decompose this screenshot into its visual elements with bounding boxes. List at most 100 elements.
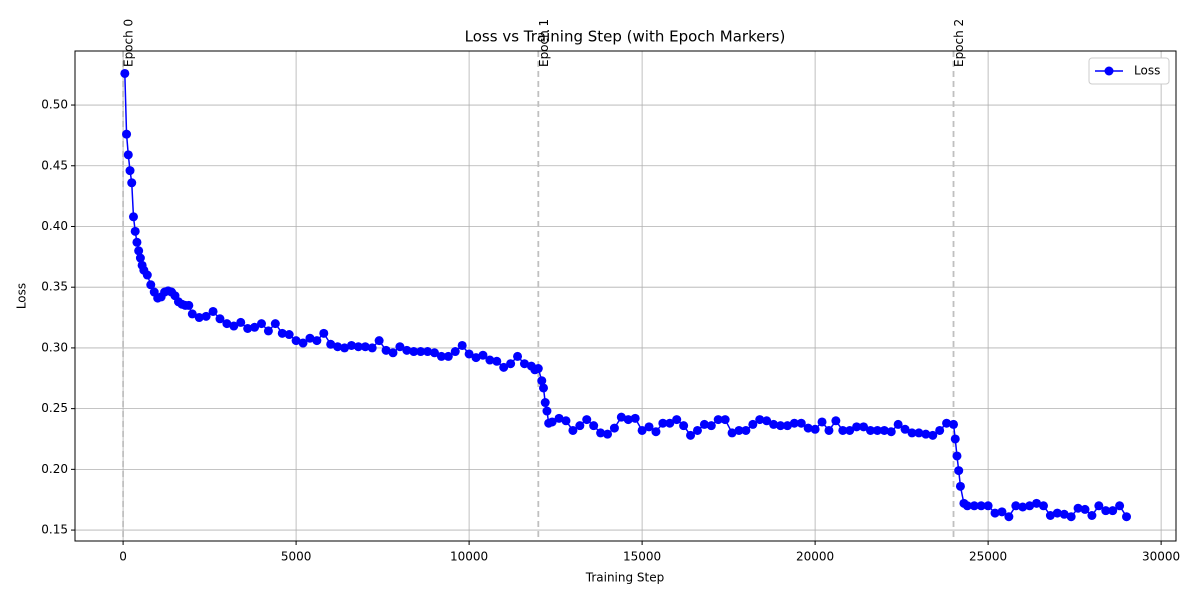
- loss-point: [679, 421, 689, 431]
- loss-point: [734, 425, 744, 435]
- loss-point: [374, 336, 384, 346]
- loss-point: [130, 226, 140, 236]
- loss-point: [962, 501, 972, 511]
- loss-point: [748, 419, 758, 429]
- loss-point: [471, 353, 481, 363]
- loss-line: [124, 73, 1128, 518]
- y-tick-label: 0.45: [41, 158, 68, 172]
- y-tick-label: 0.35: [41, 280, 68, 294]
- loss-point: [983, 501, 993, 511]
- loss-point: [184, 300, 194, 310]
- loss-point: [575, 421, 585, 431]
- loss-point: [128, 212, 138, 222]
- loss-point: [353, 342, 363, 352]
- loss-point: [340, 343, 350, 353]
- loss-point: [644, 422, 654, 432]
- loss-point: [1018, 502, 1028, 512]
- loss-point: [990, 508, 1000, 518]
- loss-point: [135, 253, 145, 263]
- x-tick-label: 30000: [1142, 550, 1180, 564]
- loss-point: [803, 423, 813, 433]
- loss-point: [831, 416, 841, 426]
- loss-point: [250, 322, 260, 332]
- loss-point: [547, 417, 557, 427]
- loss-point: [256, 319, 266, 329]
- loss-point: [914, 428, 924, 438]
- loss-point: [402, 345, 412, 355]
- loss-point: [589, 421, 599, 431]
- loss-point: [120, 68, 130, 78]
- loss-point: [949, 419, 959, 429]
- loss-point: [388, 348, 398, 358]
- loss-point: [879, 425, 889, 435]
- loss-point: [782, 421, 792, 431]
- loss-point: [692, 425, 702, 435]
- loss-point: [1045, 510, 1055, 520]
- loss-point: [1115, 501, 1125, 511]
- loss-point: [928, 430, 938, 440]
- loss-point: [263, 326, 273, 336]
- y-axis-label: Loss: [15, 283, 29, 309]
- loss-point: [533, 364, 543, 374]
- loss-point: [360, 342, 370, 352]
- loss-point: [146, 280, 156, 290]
- loss-point: [651, 427, 661, 437]
- loss-point: [762, 416, 772, 426]
- loss-point: [519, 359, 529, 369]
- loss-point: [1080, 504, 1090, 514]
- x-tick-label: 15000: [623, 550, 661, 564]
- x-tick-label: 20000: [796, 550, 834, 564]
- chart-title: Loss vs Training Step (with Epoch Marker…: [465, 28, 786, 46]
- loss-point: [1108, 506, 1118, 516]
- loss-point: [796, 418, 806, 428]
- loss-point: [1101, 506, 1111, 516]
- loss-point: [603, 429, 613, 439]
- loss-point: [769, 419, 779, 429]
- loss-point: [859, 422, 869, 432]
- loss-point: [277, 328, 287, 338]
- loss-point: [997, 507, 1007, 517]
- loss-point: [125, 166, 135, 176]
- loss-point: [499, 362, 509, 372]
- loss-point: [291, 336, 301, 346]
- loss-point: [222, 319, 232, 329]
- loss-point: [1059, 509, 1069, 519]
- loss-point: [492, 356, 502, 366]
- loss-point: [616, 412, 626, 422]
- legend-label: Loss: [1134, 64, 1160, 78]
- loss-point: [208, 306, 218, 316]
- legend-marker: [1104, 66, 1114, 76]
- loss-point: [312, 336, 322, 346]
- loss-point: [142, 270, 152, 280]
- loss-point: [686, 430, 696, 440]
- loss-point: [346, 340, 356, 350]
- loss-point: [443, 351, 453, 361]
- loss-point: [1073, 503, 1083, 513]
- loss-point: [229, 321, 239, 331]
- loss-point: [596, 428, 606, 438]
- epoch-label: Epoch 2: [952, 19, 966, 67]
- loss-point: [699, 419, 709, 429]
- loss-point: [127, 178, 137, 188]
- loss-point: [630, 413, 640, 423]
- loss-point: [1032, 498, 1042, 508]
- loss-point: [741, 425, 751, 435]
- loss-point: [506, 359, 516, 369]
- loss-point: [464, 349, 474, 359]
- x-tick-label: 5000: [281, 550, 312, 564]
- y-tick-label: 0.30: [41, 340, 68, 354]
- loss-point: [665, 418, 675, 428]
- loss-point: [952, 451, 962, 461]
- loss-point: [122, 129, 132, 139]
- loss-point: [457, 340, 467, 350]
- loss-point: [950, 434, 960, 444]
- loss-point: [810, 424, 820, 434]
- loss-point: [706, 421, 716, 431]
- y-tick-label: 0.25: [41, 401, 68, 415]
- loss-point: [132, 237, 142, 247]
- loss-point: [243, 323, 253, 333]
- loss-point: [554, 413, 564, 423]
- loss-point: [284, 330, 294, 340]
